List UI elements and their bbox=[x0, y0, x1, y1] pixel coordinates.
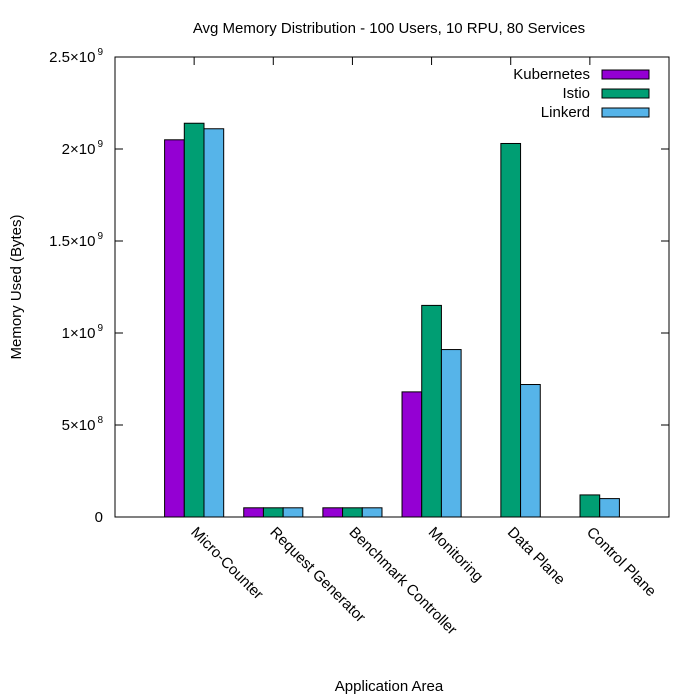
bar-linkerd-request-generator bbox=[282, 507, 304, 518]
y-tick-label: 1×10 9 bbox=[62, 323, 104, 342]
plot-frame bbox=[114, 56, 670, 518]
bar-istio-request-generator bbox=[262, 507, 284, 518]
legend-swatch-kubernetes bbox=[601, 69, 650, 80]
y-tick-mantissa: 2×10 bbox=[62, 141, 96, 158]
chart-title: Avg Memory Distribution - 100 Users, 10 … bbox=[193, 20, 585, 37]
bar-linkerd-data-plane bbox=[520, 384, 541, 518]
bar-istio-micro-counter bbox=[183, 122, 205, 518]
x-axis-title: Application Area bbox=[335, 678, 444, 695]
y-tick-mantissa: 0 bbox=[95, 509, 103, 526]
bar-linkerd-control-plane bbox=[599, 498, 620, 518]
bar-istio-monitoring bbox=[421, 304, 442, 518]
bar-kubernetes-micro-counter bbox=[164, 139, 185, 518]
legend-swatch-istio bbox=[601, 88, 650, 99]
legend: Kubernetes Istio Linkerd bbox=[513, 66, 650, 121]
bar-istio-control-plane bbox=[579, 494, 601, 518]
x-tick-label: Control Plane bbox=[583, 524, 659, 600]
bar-istio-data-plane bbox=[500, 142, 522, 518]
x-tick-label: Micro-Counter bbox=[187, 524, 266, 603]
bar-istio-benchmark-controller bbox=[342, 507, 363, 518]
legend-label: Istio bbox=[562, 85, 590, 102]
legend-label: Kubernetes bbox=[513, 66, 590, 83]
bar-linkerd-micro-counter bbox=[203, 128, 225, 518]
y-tick-label: 5×10 8 bbox=[62, 415, 104, 434]
y-tick-exponent: 9 bbox=[97, 231, 103, 242]
y-tick-exponent: 9 bbox=[97, 323, 103, 334]
y-tick-mantissa: 1.5×10 bbox=[49, 233, 95, 250]
x-tick-label: Monitoring bbox=[425, 524, 487, 586]
legend-swatch-linkerd bbox=[601, 107, 650, 118]
x-tick-label: Data Plane bbox=[504, 524, 569, 589]
y-tick-mantissa: 2.5×10 bbox=[49, 49, 95, 66]
y-tick-label: 2×10 9 bbox=[62, 139, 104, 158]
y-tick-label: 0 bbox=[95, 509, 103, 526]
y-tick-exponent: 9 bbox=[97, 47, 103, 58]
y-axis-ticks: 05×10 81×10 91.5×10 92×10 92.5×10 9 bbox=[49, 47, 669, 526]
bar-kubernetes-benchmark-controller bbox=[322, 507, 344, 518]
y-tick-mantissa: 1×10 bbox=[62, 325, 96, 342]
y-axis-title: Memory Used (Bytes) bbox=[8, 214, 25, 359]
y-tick-label: 1.5×10 9 bbox=[49, 231, 103, 250]
y-tick-exponent: 9 bbox=[97, 139, 103, 150]
bars bbox=[164, 122, 620, 518]
bar-linkerd-monitoring bbox=[440, 349, 462, 518]
bar-kubernetes-request-generator bbox=[243, 507, 264, 518]
y-tick-exponent: 8 bbox=[97, 415, 103, 426]
bar-linkerd-benchmark-controller bbox=[361, 507, 383, 518]
legend-label: Linkerd bbox=[541, 104, 590, 121]
y-tick-label: 2.5×10 9 bbox=[49, 47, 103, 66]
bar-kubernetes-monitoring bbox=[401, 391, 423, 518]
y-tick-mantissa: 5×10 bbox=[62, 417, 96, 434]
